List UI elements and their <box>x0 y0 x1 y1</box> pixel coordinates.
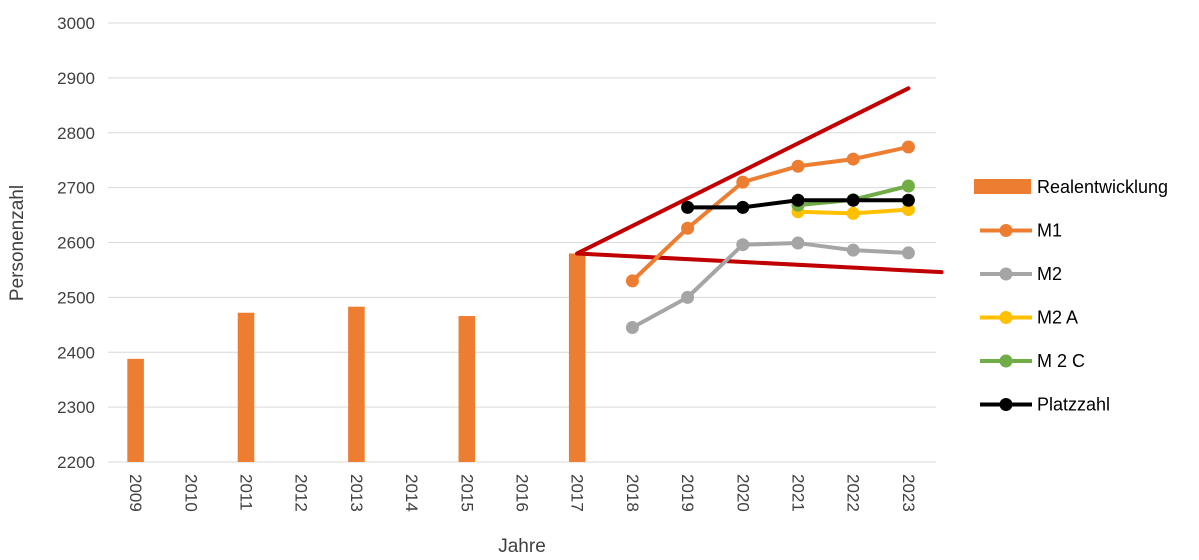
point-m2 <box>791 236 805 250</box>
point-platzzahl <box>901 193 915 207</box>
legend: Realentwicklung M1 M2 M2 A M 2 C Platzzahl <box>974 177 1168 415</box>
point-m2-a <box>901 203 915 217</box>
x-tick-label: 2022 <box>844 474 863 512</box>
trend-line-1 <box>575 86 911 256</box>
point-m2 <box>846 243 860 257</box>
bar-2015 <box>458 316 476 462</box>
bar-2013 <box>348 306 365 462</box>
bars <box>127 253 586 462</box>
point-m2 <box>736 238 750 252</box>
legend-marker-m1 <box>999 224 1013 237</box>
legend-label-m1: M1 <box>1037 221 1062 241</box>
x-tick-label: 2019 <box>678 474 697 512</box>
x-tick-label: 2009 <box>126 474 145 512</box>
x-tick-label: 2011 <box>237 474 256 511</box>
y-tick-label: 3000 <box>57 14 95 33</box>
series-lines <box>625 140 915 335</box>
y-tick-label: 2500 <box>57 288 95 307</box>
series-line-m1 <box>631 145 909 283</box>
y-tick-label: 2400 <box>57 343 95 362</box>
trend-line-2 <box>575 251 944 275</box>
legend-label-m-2-c: M 2 C <box>1037 351 1085 371</box>
legend-label-m2: M2 <box>1037 264 1062 284</box>
x-tick-label: 2012 <box>292 474 311 512</box>
gridlines <box>108 22 936 463</box>
point-m1 <box>681 221 695 235</box>
y-axis-title: Personenzahl <box>7 185 28 301</box>
x-tick-label: 2014 <box>402 474 421 512</box>
x-tick-label: 2010 <box>181 474 200 512</box>
y-tick-label: 2700 <box>57 179 95 198</box>
point-m1 <box>791 159 805 173</box>
x-tick-label: 2021 <box>789 474 808 512</box>
legend-marker-m-2-c <box>999 354 1013 368</box>
legend-label-realentwicklung: Realentwicklung <box>1037 177 1168 197</box>
legend-label-platzzahl: Platzzahl <box>1037 395 1110 415</box>
trend-lines <box>575 86 944 275</box>
y-tick-label: 2900 <box>57 69 95 88</box>
point-platzzahl <box>681 200 695 214</box>
point-m1 <box>846 152 860 166</box>
point-platzzahl <box>846 193 860 207</box>
x-tick-label: 2020 <box>733 474 752 512</box>
y-tick-label: 2800 <box>57 124 95 143</box>
legend-marker-m2 <box>999 267 1013 281</box>
point-m2 <box>901 246 915 260</box>
x-tick-label: 2018 <box>623 474 642 512</box>
point-m2 <box>681 290 695 304</box>
legend-swatch-realentwicklung <box>974 179 1031 194</box>
series-line-m2 <box>631 241 909 330</box>
point-m1 <box>625 274 639 288</box>
bar-2017 <box>568 253 586 462</box>
x-tick-label: 2015 <box>457 474 476 512</box>
point-platzzahl <box>736 200 750 214</box>
y-tick-label: 2300 <box>57 398 95 417</box>
point-m2 <box>625 321 639 335</box>
y-tick-label: 2200 <box>57 453 95 472</box>
x-tick-label: 2016 <box>513 474 532 512</box>
point-m2-a <box>846 206 860 220</box>
bar-2011 <box>237 312 255 462</box>
x-tick-label: 2023 <box>899 474 918 512</box>
point-m-2-c <box>901 179 915 193</box>
point-platzzahl <box>791 193 805 207</box>
legend-marker-m2-a <box>999 311 1013 324</box>
x-axis-title: Jahre <box>498 536 546 557</box>
legend-marker-platzzahl <box>999 398 1013 411</box>
point-m1 <box>736 175 750 189</box>
x-axis-ticks: 2009 2010 2011 2012 2013 2014 2015 2016 2017 2018… <box>126 474 918 512</box>
y-tick-label: 2600 <box>57 234 95 253</box>
legend-label-m2-a: M2 A <box>1037 308 1078 328</box>
x-tick-label: 2017 <box>568 474 587 512</box>
y-axis-ticks: 2200 2300 2400 2500 2600 2700 2800 2900 3000 <box>57 14 95 472</box>
x-tick-label: 2013 <box>347 474 366 512</box>
bar-2009 <box>127 358 144 462</box>
point-m1 <box>901 140 915 154</box>
